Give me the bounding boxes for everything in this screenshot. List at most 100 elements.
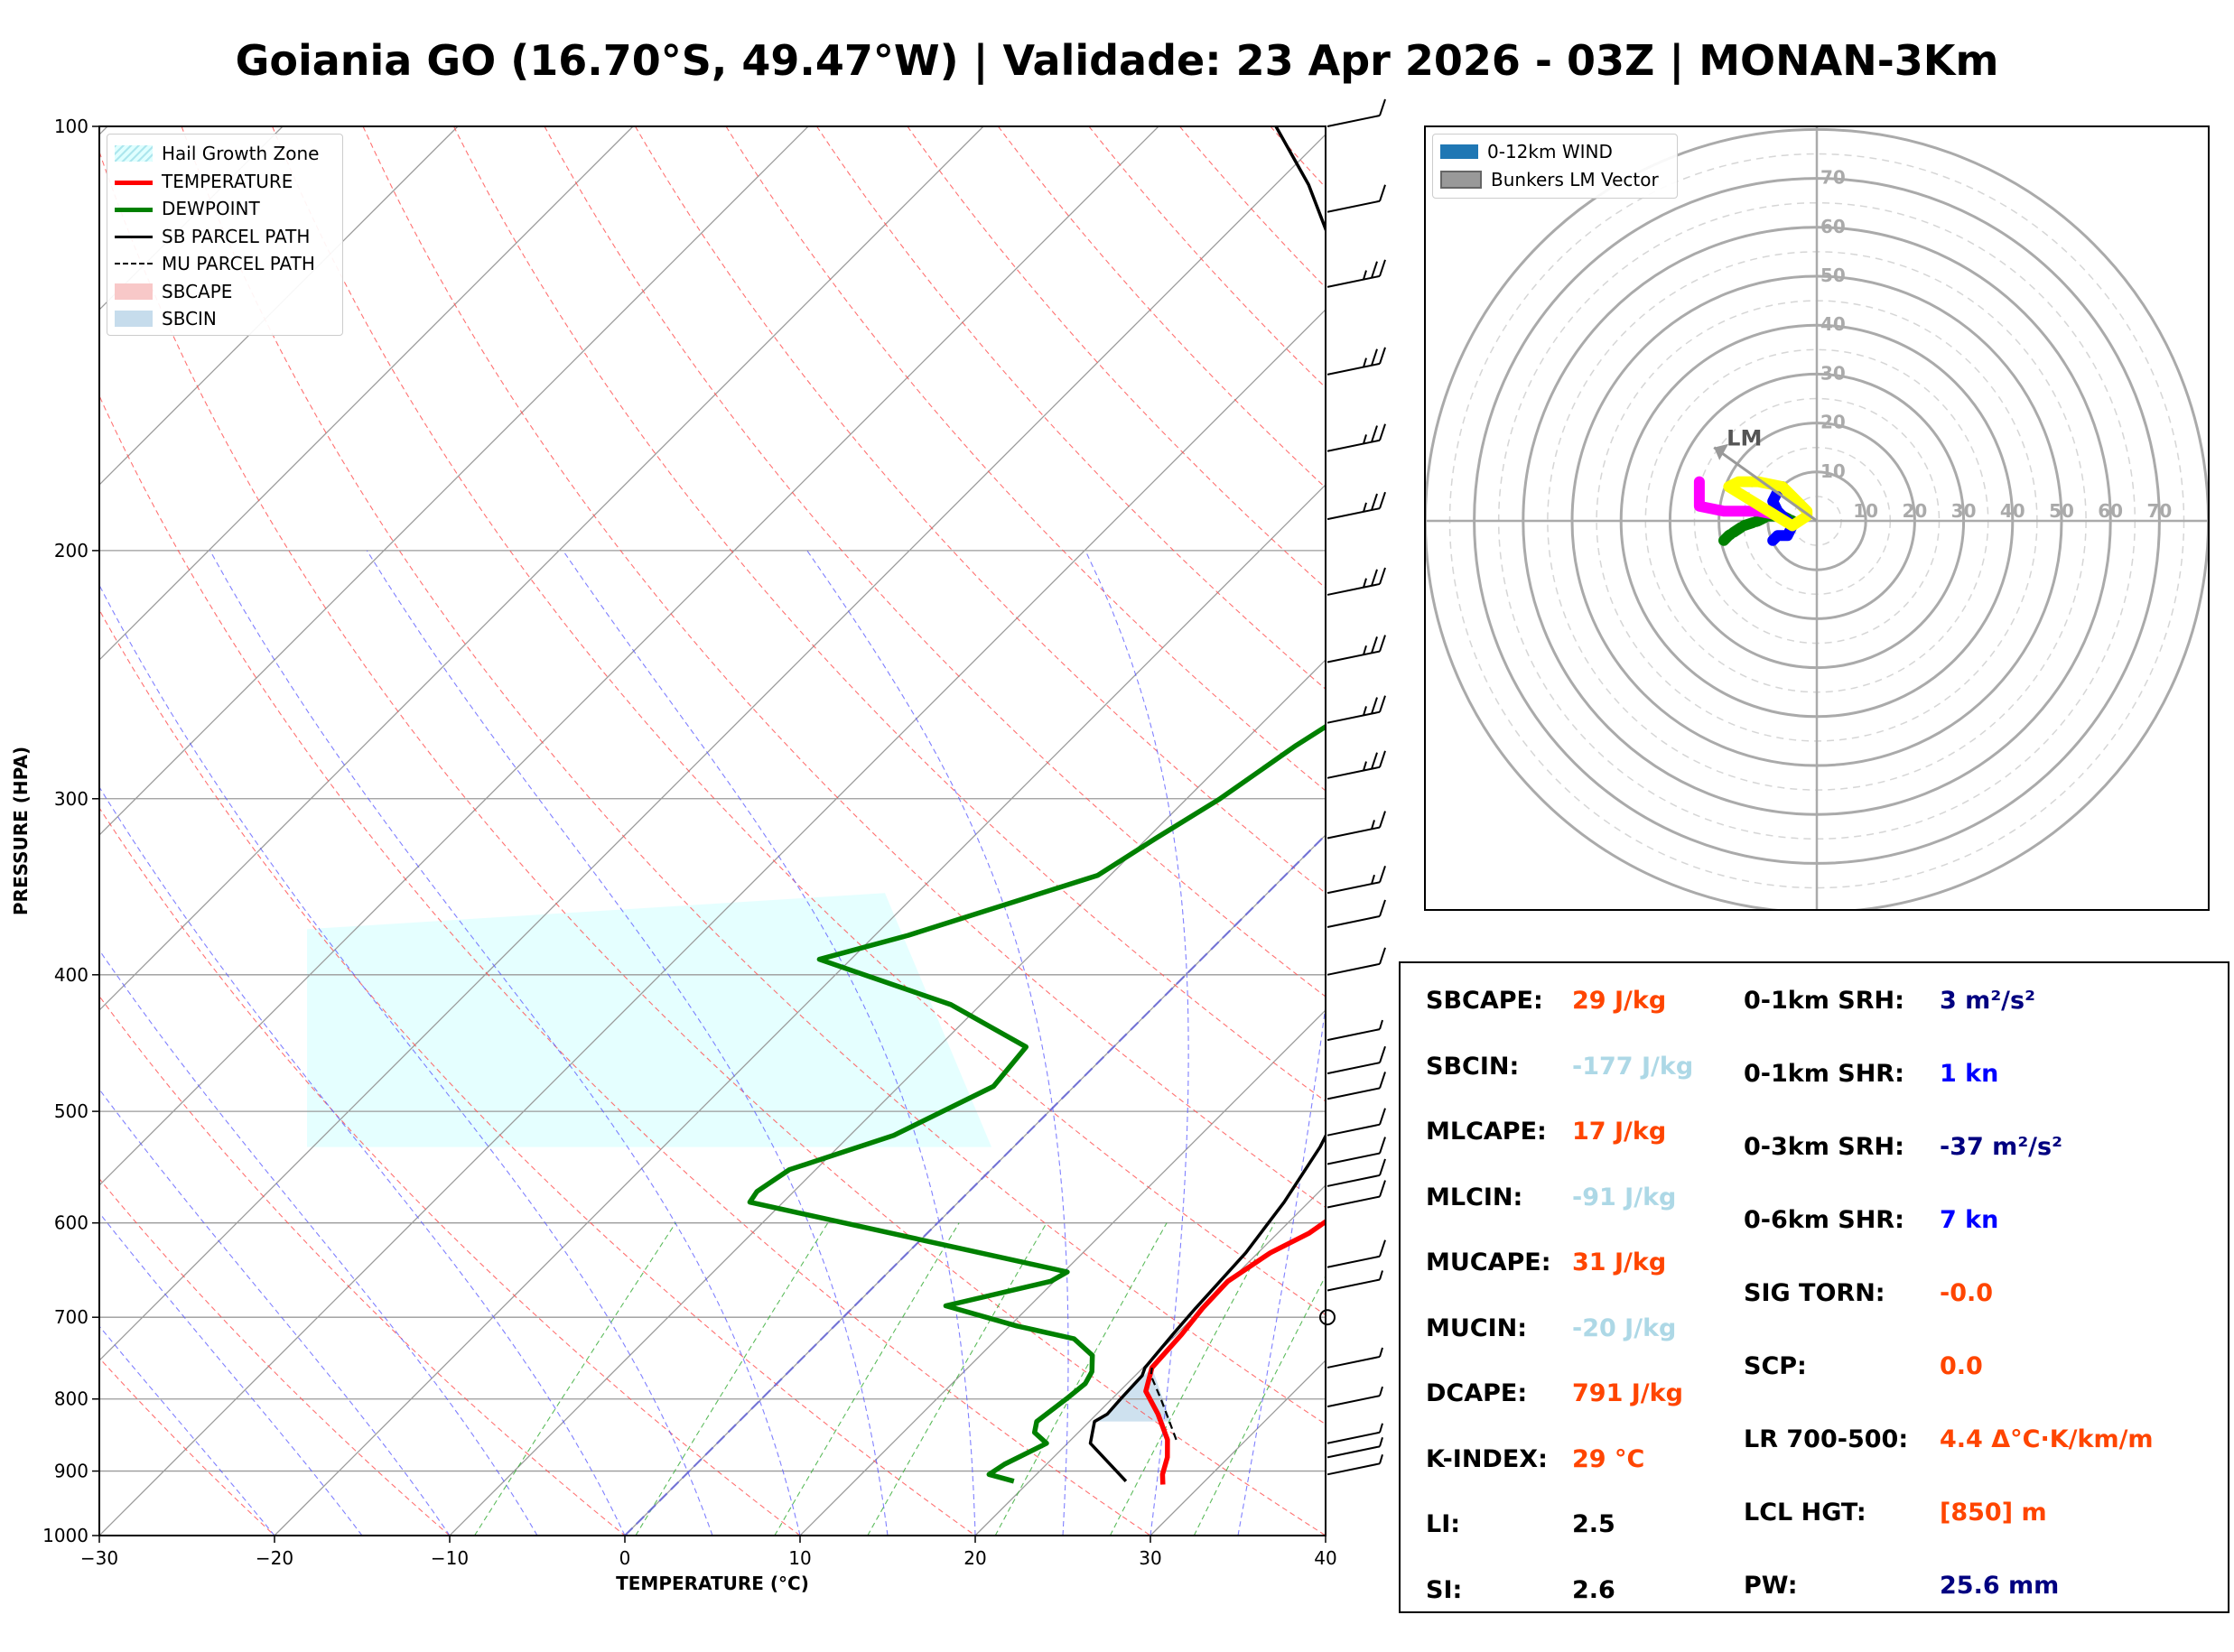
wind-barb [1326,1347,1383,1369]
stat-value: 4.4 Δ°C·K/km/m [1940,1425,2154,1453]
wind-barb-staff [1326,507,1381,521]
stat-value: 25.6 mm [1940,1572,2060,1600]
wind-barb-flag [1379,1137,1386,1154]
x-tick-label: −30 [80,1547,118,1569]
y-tick-label: 300 [54,788,88,810]
temperature-line [1143,1218,1326,1485]
wind-barb-staff [1326,1395,1381,1408]
isotherm [99,126,459,486]
wind-barb-half-flag [1379,1423,1383,1434]
ring-label-u: 20 [1902,500,1927,522]
wind-barb-flag [1379,1108,1386,1125]
wind-barb-staff [1326,914,1381,928]
wind-barb-staff [1326,1431,1381,1444]
legend-label: Bunkers LM Vector [1491,169,1659,190]
wind-barb [1326,865,1386,895]
wind-barb-half-flag [1363,645,1367,655]
legend-label: MU PARCEL PATH [162,253,315,274]
wind-barb-staff [1326,1152,1381,1165]
dry-adiabat [453,126,1326,1102]
wind-barb-staff [1326,115,1381,127]
y-tick-label: 500 [54,1100,88,1122]
y-tick-label: 900 [54,1461,88,1482]
wind-barb-flag [1379,865,1386,883]
moist-adiabat [99,949,538,1536]
wind-barb-half-flag [1363,434,1367,444]
legend-label: Hail Growth Zone [162,143,320,164]
moist-adiabat [99,584,713,1536]
wind-barb-staff [1326,1087,1381,1100]
legend-item: SB PARCEL PATH [107,223,310,250]
bunkers-lm-vector [1713,446,1818,523]
chart-title: Goiania GO (16.70°S, 49.47°W) | Validade… [235,36,1999,85]
wind-barb-staff [1326,1195,1381,1209]
moist-adiabat [99,1088,451,1536]
ring-label-v: 10 [1820,460,1846,482]
skewt-frame [98,125,1326,1536]
wind-barb-flag [1379,1239,1386,1258]
stat-value: -20 J/kg [1572,1313,1677,1342]
wind-barb-flag [1371,636,1378,654]
wind-barb-half-flag [1379,1437,1383,1447]
stat-label: SCP: [1744,1352,1807,1380]
wind-barb-flag [1379,1072,1386,1089]
wind-barb-flag [1371,348,1378,367]
wind-barb [1326,259,1386,288]
stat-value: 791 J/kg [1572,1379,1683,1407]
wind-barb-staff [1326,1062,1381,1075]
dry-adiabat [99,806,801,1536]
legend-item: Hail Growth Zone [107,140,319,167]
wind-barb-staff [1326,439,1381,452]
dry-adiabat [99,995,626,1536]
wind-barb-staff [1326,1255,1381,1268]
dry-adiabat [725,126,1326,792]
ring-label-u: 30 [1951,500,1977,522]
x-tick-label: 40 [1314,1547,1336,1569]
hodograph-segment [1723,476,1813,532]
wind-barb-staff [1326,710,1381,724]
hodograph-frame [1424,125,2210,911]
legend-swatch [1440,171,1482,189]
wind-barb-half-flag [1379,1454,1383,1464]
y-tick-label: 700 [54,1306,88,1328]
wind-barb [1326,1072,1386,1100]
wind-barb [1326,947,1386,976]
wind-barb-staff [1326,1445,1381,1459]
legend-label: TEMPERATURE [162,170,293,192]
stat-value: 3 m²/s² [1940,987,2035,1015]
skewt-legend: Hail Growth Zone TEMPERATURE DEWPOINT SB PA… [107,134,343,336]
wind-barb [1326,1137,1386,1165]
y-tick-label: 200 [54,540,88,561]
legend-swatch [115,145,153,162]
isotherm [449,659,1326,1536]
calm-wind-circle [1319,1309,1336,1326]
wind-barb-half-flag [1371,820,1375,830]
wind-barb-half-flag [1363,706,1367,716]
legend-item: SBCAPE [107,278,232,305]
wind-barb-flag [1379,750,1386,768]
wind-barb-flag [1371,425,1378,442]
dry-adiabat [99,1177,451,1536]
legend-item: Bunkers LM Vector [1433,166,1659,193]
moist-adiabat [99,785,626,1536]
y-tick-label: 400 [54,964,88,986]
wind-barb-flag [1371,569,1378,587]
dry-adiabat [997,126,1326,489]
wind-barb-flag [1379,347,1386,365]
ring-label-u: 10 [1853,500,1878,522]
legend-swatch [115,311,153,327]
stat-value: 29 J/kg [1572,987,1667,1015]
wind-barb-half-flag [1363,761,1367,771]
legend-label: SB PARCEL PATH [162,225,311,247]
wind-barb [1326,491,1386,521]
wind-barb-staff [1326,200,1381,213]
wind-barb-flag [1379,1180,1386,1197]
ring-label-v: 40 [1820,313,1846,335]
wind-barb-flag [1379,899,1386,917]
wind-barb-flag [1371,261,1378,279]
x-tick-label: 30 [1139,1547,1161,1569]
wind-barb-half-flag [1379,1270,1383,1280]
stat-value: 17 J/kg [1572,1118,1667,1146]
wind-barb [1326,567,1386,596]
bunkers-lm-label: LM [1727,426,1762,451]
